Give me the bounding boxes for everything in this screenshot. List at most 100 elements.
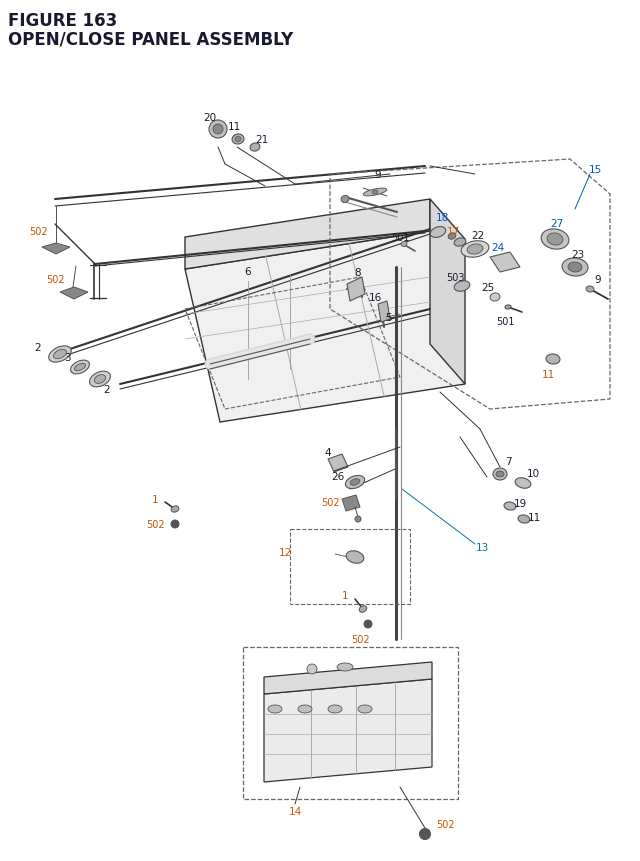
- Ellipse shape: [74, 364, 86, 371]
- Ellipse shape: [505, 306, 511, 310]
- Text: 21: 21: [255, 135, 269, 145]
- Polygon shape: [378, 301, 390, 323]
- Circle shape: [307, 664, 317, 674]
- Ellipse shape: [448, 233, 456, 240]
- Text: 1: 1: [152, 494, 158, 505]
- Ellipse shape: [53, 350, 67, 359]
- Ellipse shape: [490, 294, 500, 301]
- Text: 13: 13: [476, 542, 488, 553]
- Ellipse shape: [541, 230, 569, 250]
- Ellipse shape: [213, 125, 223, 135]
- Ellipse shape: [461, 241, 489, 258]
- Ellipse shape: [430, 227, 445, 238]
- Text: 6: 6: [244, 267, 252, 276]
- Text: 23: 23: [572, 250, 584, 260]
- Text: 501: 501: [496, 317, 515, 326]
- Polygon shape: [430, 200, 465, 385]
- Ellipse shape: [515, 478, 531, 489]
- Ellipse shape: [568, 263, 582, 273]
- Text: 9: 9: [595, 275, 602, 285]
- Polygon shape: [347, 278, 365, 301]
- Text: OPEN/CLOSE PANEL ASSEMBLY: OPEN/CLOSE PANEL ASSEMBLY: [8, 30, 293, 48]
- Ellipse shape: [496, 472, 504, 478]
- Polygon shape: [42, 244, 70, 255]
- Text: 16: 16: [369, 293, 381, 303]
- Ellipse shape: [493, 468, 507, 480]
- Polygon shape: [60, 288, 88, 300]
- Circle shape: [364, 620, 372, 629]
- Polygon shape: [342, 495, 360, 511]
- Text: 25: 25: [481, 282, 495, 293]
- Text: 502: 502: [436, 819, 454, 829]
- Text: 502: 502: [29, 226, 47, 237]
- Text: 14: 14: [289, 806, 301, 816]
- Text: 3: 3: [64, 353, 70, 362]
- Circle shape: [171, 520, 179, 529]
- Text: 19: 19: [513, 499, 527, 508]
- Text: 502: 502: [321, 498, 339, 507]
- Text: 18: 18: [435, 213, 449, 223]
- Bar: [290, 530, 410, 604]
- Ellipse shape: [90, 372, 110, 387]
- Text: 2: 2: [35, 343, 42, 353]
- Text: 8: 8: [355, 268, 362, 278]
- Text: 22: 22: [472, 231, 484, 241]
- Ellipse shape: [546, 355, 560, 364]
- Polygon shape: [185, 232, 465, 423]
- Ellipse shape: [209, 121, 227, 139]
- Text: 2: 2: [104, 385, 110, 394]
- Ellipse shape: [562, 258, 588, 276]
- Ellipse shape: [268, 705, 282, 713]
- Ellipse shape: [94, 375, 106, 384]
- Text: 26: 26: [332, 472, 344, 481]
- Text: 9: 9: [374, 170, 381, 180]
- Text: FIGURE 163: FIGURE 163: [8, 12, 117, 30]
- Text: 5: 5: [385, 313, 391, 323]
- Text: 11: 11: [227, 122, 241, 132]
- Ellipse shape: [232, 135, 244, 145]
- Ellipse shape: [341, 196, 349, 203]
- Text: 10: 10: [527, 468, 540, 479]
- Text: 24: 24: [492, 243, 504, 253]
- Ellipse shape: [359, 606, 367, 612]
- Ellipse shape: [70, 361, 90, 375]
- Text: 1: 1: [342, 591, 348, 600]
- Ellipse shape: [358, 705, 372, 713]
- Text: 27: 27: [550, 219, 564, 229]
- Ellipse shape: [372, 191, 378, 195]
- Text: 503: 503: [445, 273, 464, 282]
- Text: 502: 502: [146, 519, 164, 530]
- Text: 4: 4: [324, 448, 332, 457]
- Ellipse shape: [547, 233, 563, 245]
- Text: 502: 502: [45, 275, 64, 285]
- Ellipse shape: [454, 282, 470, 292]
- Ellipse shape: [298, 705, 312, 713]
- Text: 11: 11: [527, 512, 541, 523]
- Text: 12: 12: [278, 548, 292, 557]
- Circle shape: [355, 517, 361, 523]
- Ellipse shape: [467, 245, 483, 255]
- Polygon shape: [185, 200, 430, 269]
- Text: 7: 7: [505, 456, 511, 467]
- Ellipse shape: [350, 479, 360, 486]
- Ellipse shape: [250, 144, 260, 152]
- Ellipse shape: [586, 287, 594, 293]
- Polygon shape: [264, 662, 432, 694]
- Polygon shape: [490, 253, 520, 273]
- Polygon shape: [264, 679, 432, 782]
- Ellipse shape: [401, 242, 407, 247]
- Ellipse shape: [337, 663, 353, 672]
- Ellipse shape: [364, 189, 387, 196]
- Text: 20: 20: [204, 113, 216, 123]
- Text: 11: 11: [541, 369, 555, 380]
- Ellipse shape: [171, 506, 179, 512]
- Polygon shape: [328, 455, 348, 473]
- Ellipse shape: [328, 705, 342, 713]
- Ellipse shape: [346, 476, 365, 489]
- Text: 15: 15: [588, 164, 602, 175]
- Ellipse shape: [346, 551, 364, 564]
- Ellipse shape: [454, 238, 466, 247]
- Ellipse shape: [235, 137, 241, 142]
- Circle shape: [419, 828, 431, 839]
- Ellipse shape: [518, 516, 530, 523]
